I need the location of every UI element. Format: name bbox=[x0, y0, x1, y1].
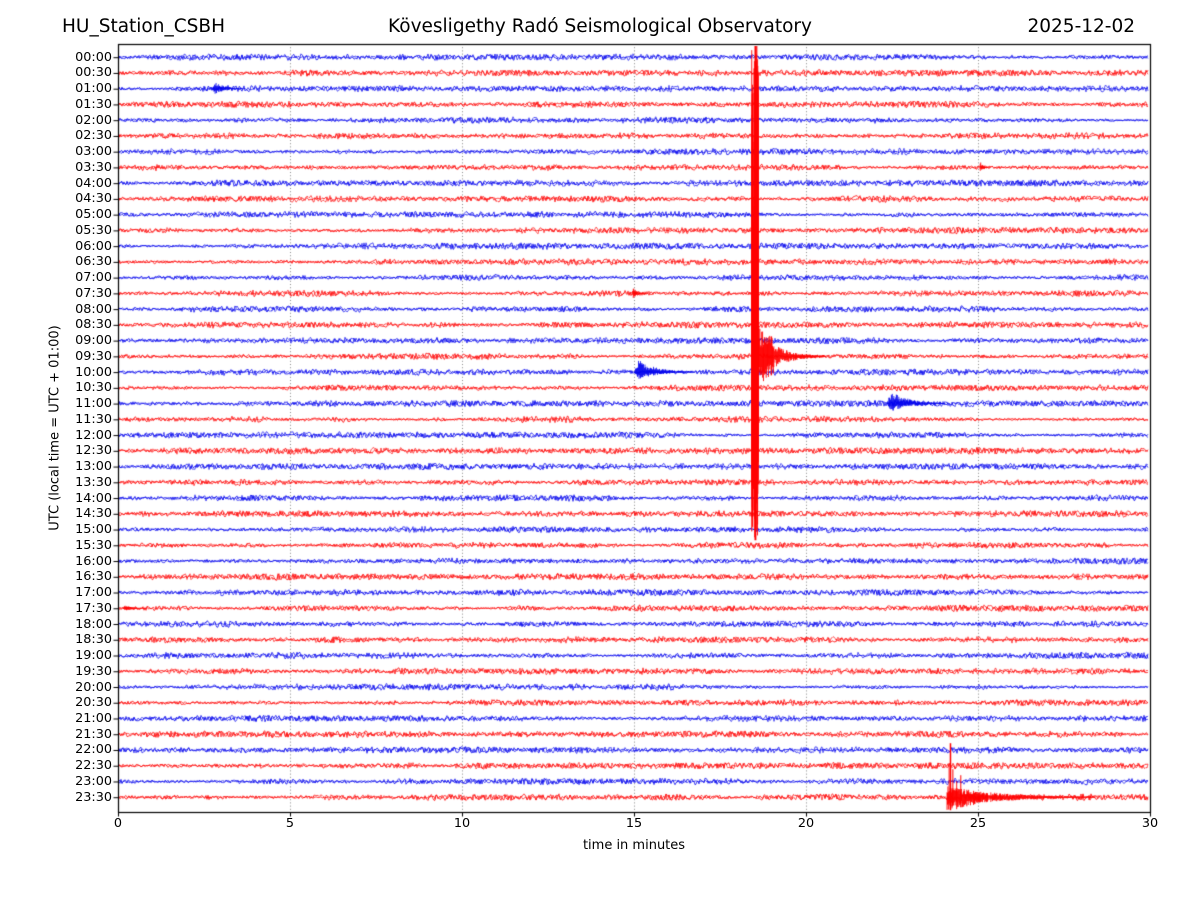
y-tick-label: 17:30 bbox=[75, 600, 112, 616]
y-tick-label: 08:30 bbox=[75, 317, 112, 333]
y-tick-label: 07:00 bbox=[75, 270, 112, 286]
y-tick-label: 22:30 bbox=[75, 758, 112, 774]
y-tick-label: 09:00 bbox=[75, 333, 112, 349]
y-tick-label: 16:30 bbox=[75, 569, 112, 585]
y-tick-label: 10:00 bbox=[75, 364, 112, 380]
y-tick-label: 10:30 bbox=[75, 380, 112, 396]
y-tick-label: 11:30 bbox=[75, 411, 112, 427]
y-tick-label: 04:30 bbox=[75, 191, 112, 207]
y-tick-label: 20:00 bbox=[75, 679, 112, 695]
y-tick-label: 23:00 bbox=[75, 773, 112, 789]
y-tick-label: 21:00 bbox=[75, 710, 112, 726]
y-tick-label: 03:00 bbox=[75, 144, 112, 160]
y-tick-label: 02:00 bbox=[75, 112, 112, 128]
y-tick-label: 19:00 bbox=[75, 648, 112, 663]
y-tick-label: 15:30 bbox=[75, 537, 112, 553]
y-tick-label: 07:30 bbox=[75, 285, 112, 301]
y-tick-label: 18:00 bbox=[75, 616, 112, 632]
date-label: 2025-12-02 bbox=[1027, 16, 1135, 37]
y-tick-label: 21:30 bbox=[75, 726, 112, 742]
y-tick-label: 06:30 bbox=[75, 254, 112, 270]
x-tick-label: 15 bbox=[625, 816, 643, 831]
y-tick-label: 05:00 bbox=[75, 207, 112, 223]
y-tick-label: 13:00 bbox=[75, 459, 112, 475]
x-tick-label: 10 bbox=[453, 816, 471, 831]
y-tick-label: 03:30 bbox=[75, 159, 112, 175]
y-tick-label: 04:00 bbox=[75, 175, 112, 191]
y-tick-label: 22:00 bbox=[75, 742, 112, 758]
station-code-label: HU_Station_CSBH bbox=[62, 16, 225, 37]
y-tick-label: 19:30 bbox=[75, 663, 112, 679]
y-tick-label: 23:30 bbox=[75, 789, 112, 805]
y-tick-label: 12:00 bbox=[75, 427, 112, 443]
y-tick-label: 20:30 bbox=[75, 695, 112, 711]
x-axis-title: time in minutes bbox=[582, 838, 686, 853]
y-tick-label: 06:00 bbox=[75, 238, 112, 254]
y-tick-label: 14:00 bbox=[75, 490, 112, 506]
y-tick-label: 01:00 bbox=[75, 81, 112, 97]
figure-title: Kövesligethy Radó Seismological Observat… bbox=[388, 16, 812, 37]
y-tick-label: 13:30 bbox=[75, 474, 112, 490]
y-tick-label: 00:30 bbox=[75, 65, 112, 81]
y-tick-label: 02:30 bbox=[75, 128, 112, 144]
y-tick-label: 17:00 bbox=[75, 585, 112, 601]
x-tick-label: 5 bbox=[285, 816, 295, 831]
y-tick-label: 14:30 bbox=[75, 506, 112, 522]
y-tick-label: 11:00 bbox=[75, 396, 112, 412]
y-tick-label: 01:30 bbox=[75, 96, 112, 112]
x-tick-label: 20 bbox=[797, 816, 815, 831]
y-tick-label: 00:00 bbox=[75, 49, 112, 65]
y-tick-label: 08:00 bbox=[75, 301, 112, 317]
x-tick-label: 25 bbox=[969, 816, 987, 831]
y-tick-label: 18:30 bbox=[75, 632, 112, 648]
y-tick-label: 16:00 bbox=[75, 553, 112, 569]
x-tick-label: 0 bbox=[113, 816, 123, 831]
y-tick-label: 12:30 bbox=[75, 443, 112, 459]
y-tick-label: 05:30 bbox=[75, 222, 112, 238]
y-tick-label: 15:00 bbox=[75, 522, 112, 538]
y-tick-label: 09:30 bbox=[75, 348, 112, 364]
x-tick-label: 30 bbox=[1141, 816, 1159, 831]
